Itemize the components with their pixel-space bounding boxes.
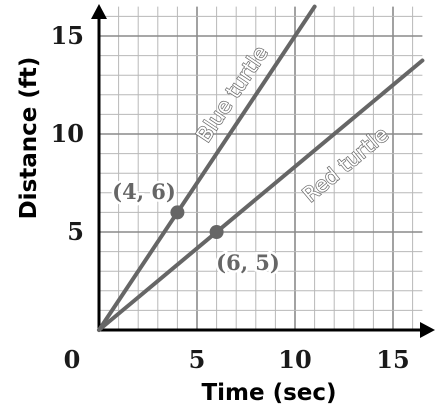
series-lines xyxy=(97,4,425,332)
x-tick-label: 5 xyxy=(189,345,206,374)
data-point xyxy=(209,225,224,239)
y-tick-label: 15 xyxy=(51,21,84,50)
x-tick-label: 15 xyxy=(376,345,409,374)
points xyxy=(170,205,224,239)
series-label: Red turtle xyxy=(298,122,393,207)
point-label: (6, 5) xyxy=(216,250,280,275)
series-line xyxy=(97,4,317,332)
x-axis-title: Time (sec) xyxy=(201,380,336,406)
y-tick-label: 5 xyxy=(67,217,84,246)
y-tick-label: 10 xyxy=(51,119,84,148)
axes xyxy=(91,4,435,338)
x-tick-label: 10 xyxy=(278,345,311,374)
data-point xyxy=(170,205,185,220)
x-tick-label: 0 xyxy=(64,345,81,374)
grid xyxy=(99,6,423,330)
series-line xyxy=(97,58,425,332)
point-label: (4, 6) xyxy=(112,179,176,204)
y-axis-title: Distance (ft) xyxy=(16,57,42,220)
y-axis-arrow xyxy=(91,4,107,19)
x-axis-arrow xyxy=(420,322,435,338)
